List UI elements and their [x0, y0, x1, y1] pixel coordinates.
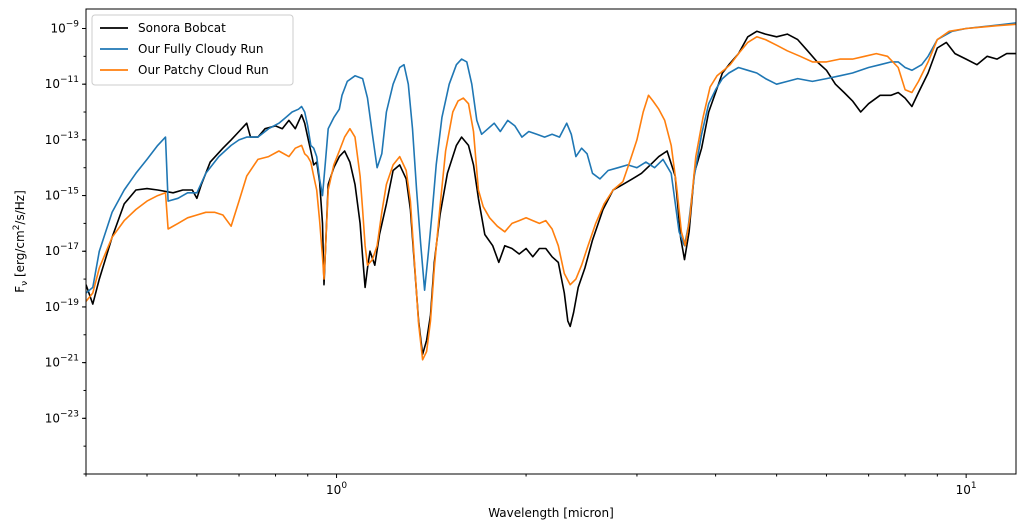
y-tick-label: 10−19 [45, 298, 80, 314]
y-axis-ticks: 10−9 10−11 10−13 10−15 10−17 10−19 10−21 10−23 [45, 19, 86, 475]
y-tick-label: 10−15 [45, 187, 79, 203]
x-tick-label: 101 [956, 481, 977, 497]
y-tick-label: 10−13 [45, 131, 79, 147]
legend-label: Our Fully Cloudy Run [138, 42, 263, 56]
legend-box [91, 14, 294, 86]
legend-label: Sonora Bobcat [138, 21, 226, 35]
y-tick-label: 10−9 [50, 19, 79, 35]
y-tick-label: 10−23 [45, 409, 79, 425]
x-axis-ticks: 100 101 [85, 474, 977, 497]
plot-frame [85, 8, 1017, 475]
y-axis-label: Fν [erg/cm2/s/Hz] [12, 190, 30, 293]
series-line-1 [86, 30, 1016, 356]
x-axis-label: Wavelength [micron] [488, 506, 614, 520]
series-lines [86, 22, 1016, 361]
y-tick-label: 10−21 [45, 354, 79, 370]
series-line-2 [86, 22, 1016, 294]
series-line-3 [86, 23, 1016, 361]
x-tick-label: 100 [326, 481, 347, 497]
y-tick-label: 10−17 [45, 242, 79, 258]
legend: Sonora Bobcat Our Fully Cloudy Run Our Pat… [91, 14, 294, 86]
legend-label: Our Patchy Cloud Run [138, 63, 269, 77]
y-tick-label: 10−11 [45, 75, 79, 91]
